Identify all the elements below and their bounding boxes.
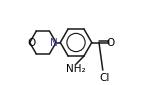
Text: Cl: Cl xyxy=(99,73,109,83)
Text: O: O xyxy=(28,37,36,48)
Text: N: N xyxy=(50,37,58,48)
Text: O: O xyxy=(106,37,115,48)
Text: NH₂: NH₂ xyxy=(66,64,86,74)
